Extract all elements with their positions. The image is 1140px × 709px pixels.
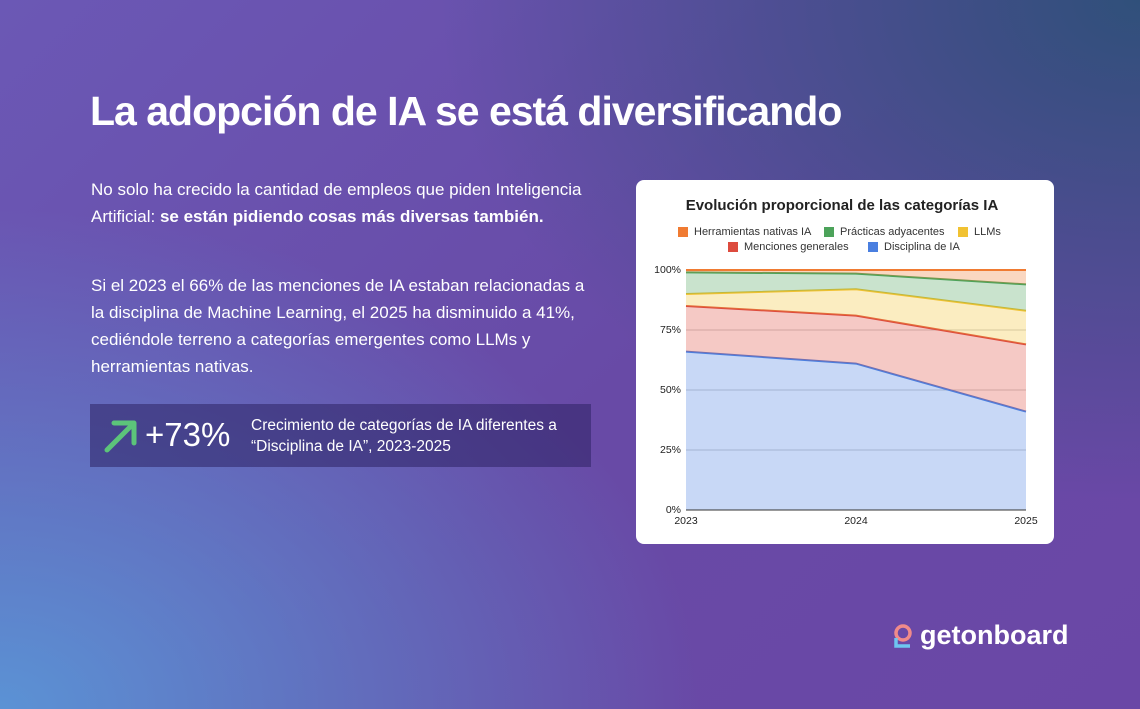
legend-label: Herramientas nativas IA [694, 226, 812, 238]
title: La adopción de IA se está diversificando [90, 88, 842, 134]
legend-swatch [728, 242, 738, 252]
x-tick-label: 2025 [1014, 515, 1038, 527]
chart: Evolución proporcional de las categorías… [654, 197, 1038, 527]
y-tick-label: 100% [654, 264, 681, 276]
stat-description: Crecimiento de categorías de IA diferent… [251, 417, 557, 455]
chart-card: Evolución proporcional de las categorías… [636, 180, 1054, 544]
area-line [685, 305, 1027, 346]
area [686, 289, 1026, 345]
y-tick-label: 0% [666, 504, 681, 516]
legend-swatch [678, 227, 688, 237]
area [686, 272, 1026, 311]
legend-label: Prácticas adyacentes [840, 226, 945, 238]
logo-icon [894, 623, 912, 648]
paragraph: No solo ha crecido la cantidad de empleo… [91, 176, 601, 230]
area [686, 270, 1026, 285]
stat-box: +73% Crecimiento de categorías de IA dif… [90, 404, 591, 467]
chart-title: Evolución proporcional de las categorías… [686, 197, 999, 214]
arrow-icon [104, 420, 137, 453]
y-tick-label: 75% [660, 324, 681, 336]
legend-label: Disciplina de IA [884, 241, 960, 253]
area [686, 351, 1026, 510]
paragraph-text: Si el 2023 el 66% de las menciones de IA… [91, 276, 585, 376]
paragraph-bold: se están pidiendo cosas más diversas tam… [159, 207, 544, 226]
area-line [685, 288, 1027, 312]
x-tick-label: 2023 [674, 515, 698, 527]
x-tick-label: 2024 [844, 515, 868, 527]
paragraph-text: No solo ha crecido la cantidad de empleo… [91, 180, 582, 226]
legend-label: LLMs [974, 226, 1001, 238]
legend-swatch [824, 227, 834, 237]
logo: getonboard [892, 620, 1069, 651]
area [686, 306, 1026, 412]
logo-text: getonboard [920, 620, 1069, 650]
legend-label: Menciones generales [744, 241, 849, 253]
legend-swatch [868, 242, 878, 252]
paragraph: Si el 2023 el 66% de las menciones de IA… [91, 272, 601, 380]
stat-value: +73% [145, 416, 231, 453]
area-line [685, 271, 1027, 286]
y-tick-label: 25% [660, 444, 681, 456]
y-tick-label: 50% [660, 384, 681, 396]
area-line [685, 350, 1027, 413]
legend-swatch [958, 227, 968, 237]
